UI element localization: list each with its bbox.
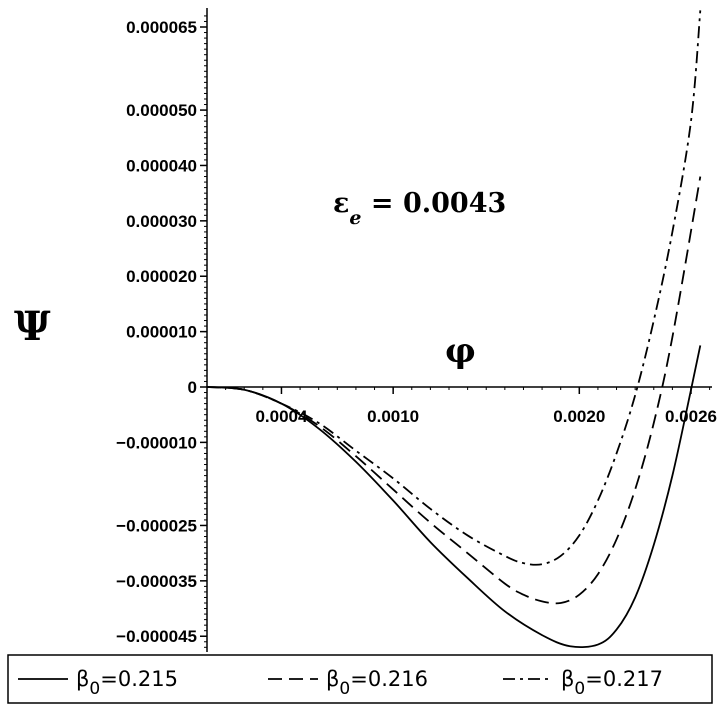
legend-value: =0.215 xyxy=(100,667,178,691)
legend-subscript: 0 xyxy=(89,679,100,699)
legend-label-1: β0=0.215 xyxy=(76,667,178,699)
legend-value: =0.217 xyxy=(585,667,663,691)
x-tick-label: 0.0026 xyxy=(665,407,717,426)
y-tick-label: 0.000050 xyxy=(126,101,197,120)
legend-symbol: β xyxy=(76,667,89,691)
legend-box xyxy=(7,654,713,704)
x-axis-title: φ xyxy=(445,331,476,371)
y-tick-label: 0.000040 xyxy=(126,156,197,175)
x-tick-label: 0.0020 xyxy=(553,407,605,426)
series-line-3 xyxy=(207,10,702,566)
legend-subscript: 0 xyxy=(574,679,585,699)
annotation-subscript: e xyxy=(349,207,361,229)
x-tick-label: 0.0010 xyxy=(367,407,419,426)
annotation: εe = 0.0043 xyxy=(333,188,506,229)
legend-value: =0.216 xyxy=(350,667,428,691)
x-tick-label: 0.0004 xyxy=(255,407,308,426)
y-tick-label: 0.000030 xyxy=(126,212,197,231)
y-tick-label: −0.000025 xyxy=(116,516,197,535)
y-tick-label: 0.000020 xyxy=(126,267,197,286)
annotation-symbol: ε xyxy=(333,188,349,219)
annotation-value: = 0.0043 xyxy=(362,188,507,219)
legend-label-3: β0=0.217 xyxy=(561,667,663,699)
series-line-1 xyxy=(207,345,702,648)
y-tick-label: 0.000065 xyxy=(126,18,197,37)
y-tick-label: −0.000035 xyxy=(116,572,197,591)
y-axis-title: Ψ xyxy=(14,303,51,350)
legend: β0=0.215 β0=0.216 β0=0.217 xyxy=(7,654,713,704)
legend-symbol: β xyxy=(326,667,339,691)
legend-symbol: β xyxy=(561,667,574,691)
y-tick-label: 0.000010 xyxy=(126,323,197,342)
y-tick-label: −0.000045 xyxy=(116,627,197,646)
legend-subscript: 0 xyxy=(339,679,350,699)
plot-area: 0.000065 0.000050 0.000040 0.000030 0.000020… xyxy=(14,8,717,652)
y-tick-label: −0.000010 xyxy=(116,433,197,452)
legend-label-2: β0=0.216 xyxy=(326,667,428,699)
y-tick-label: 0 xyxy=(188,378,197,397)
